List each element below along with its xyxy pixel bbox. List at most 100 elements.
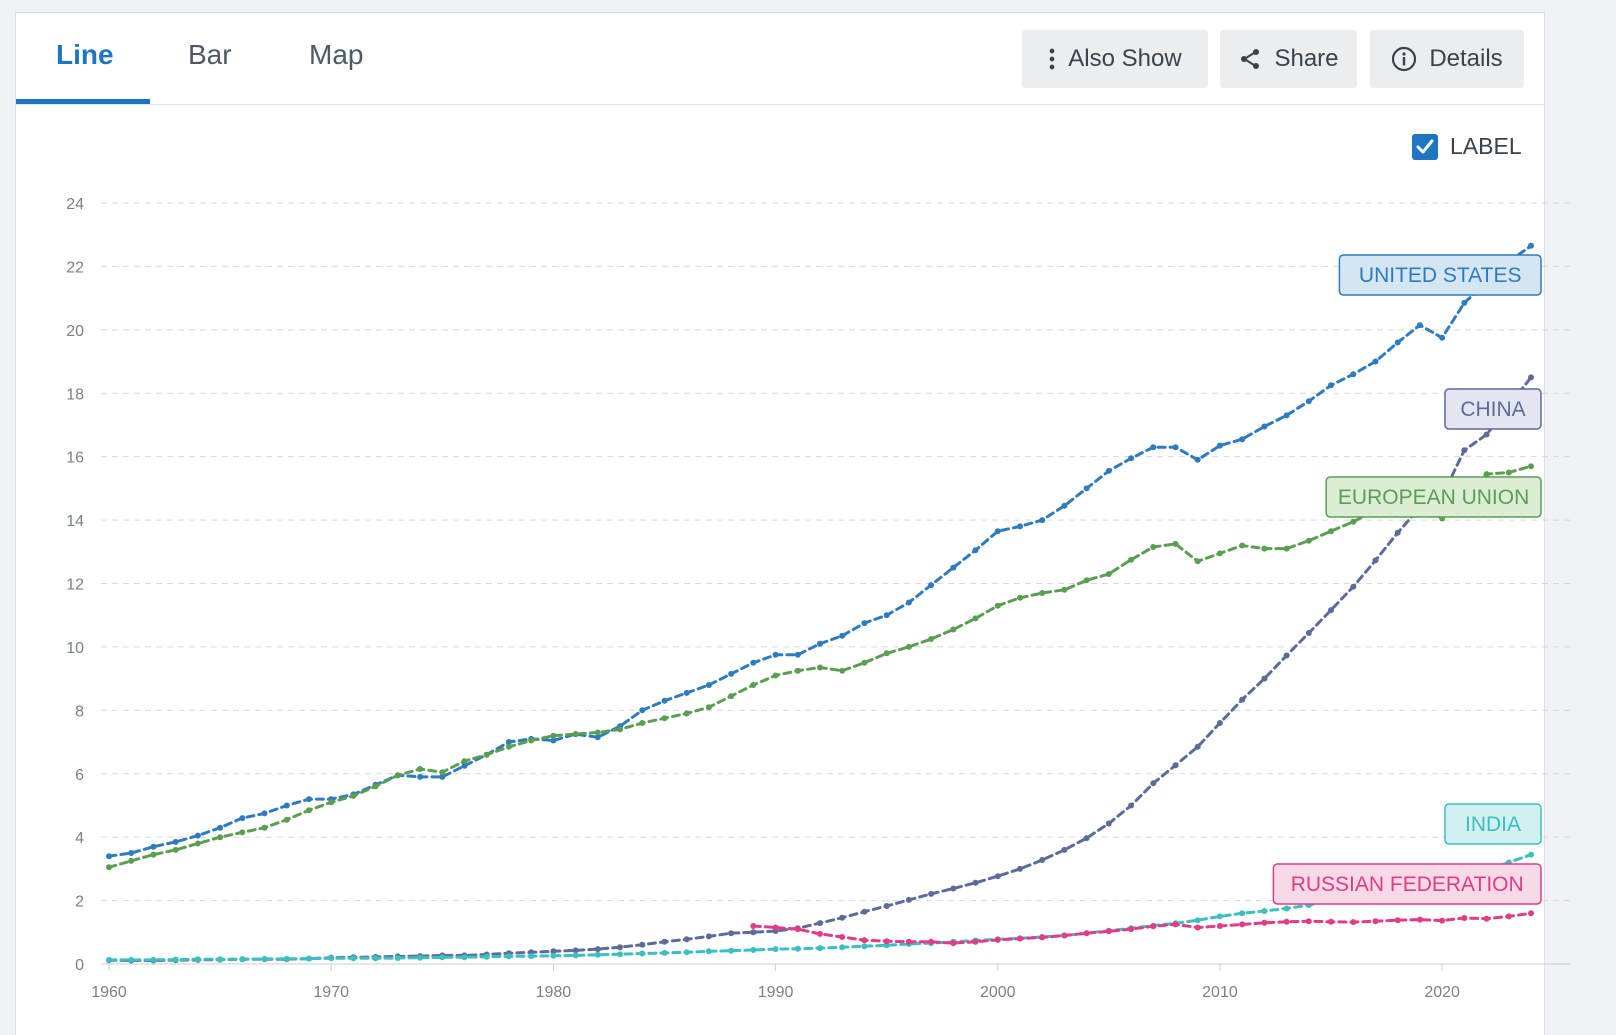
data-point — [1416, 322, 1423, 329]
data-point — [1061, 502, 1068, 509]
data-point — [1128, 926, 1135, 933]
data-point — [528, 953, 535, 960]
y-tick-label: 10 — [66, 640, 84, 657]
label-toggle-text: LABEL — [1450, 133, 1522, 159]
data-point — [1283, 918, 1290, 925]
data-point — [1150, 444, 1157, 451]
data-point — [1505, 469, 1512, 476]
data-point — [772, 946, 779, 953]
data-point — [905, 643, 912, 650]
data-point — [505, 953, 512, 960]
data-point — [750, 659, 757, 666]
data-point — [950, 564, 957, 571]
data-point — [1039, 934, 1046, 941]
data-point — [1261, 545, 1268, 552]
data-point — [1061, 932, 1068, 939]
data-point — [350, 792, 357, 799]
data-point — [306, 796, 312, 803]
label-toggle[interactable]: LABEL — [1412, 133, 1522, 160]
series-label-china: CHINA — [1460, 398, 1525, 421]
data-point — [1328, 382, 1334, 389]
series-line-united-states — [107, 244, 1533, 858]
share-label: Share — [1274, 45, 1339, 72]
data-point — [1128, 455, 1135, 462]
data-point — [705, 933, 712, 940]
data-point — [861, 659, 868, 666]
data-point — [1283, 545, 1290, 552]
data-point — [772, 924, 779, 931]
data-point — [239, 956, 246, 963]
data-point — [1505, 913, 1512, 920]
data-point — [1128, 556, 1135, 563]
data-point — [639, 950, 646, 957]
data-point — [883, 942, 890, 949]
data-point — [1283, 905, 1290, 912]
data-point — [617, 951, 623, 958]
data-point — [1194, 558, 1201, 565]
data-point — [972, 938, 979, 945]
chart-panel: Line Bar Map Also Show Share Details LAB… — [15, 12, 1545, 1035]
data-point — [1350, 371, 1357, 378]
data-point — [594, 729, 601, 736]
data-point — [1394, 917, 1401, 924]
y-tick-label: 4 — [75, 830, 84, 847]
also-show-button[interactable]: Also Show — [1022, 30, 1208, 88]
series-label-box-european-union — [1325, 476, 1542, 518]
data-point — [394, 772, 401, 779]
data-point — [817, 664, 823, 671]
data-point — [1261, 908, 1268, 914]
tab-line[interactable]: Line — [56, 39, 114, 70]
data-point — [261, 810, 268, 817]
data-point — [1194, 743, 1201, 750]
share-button[interactable]: Share — [1220, 30, 1357, 88]
data-point — [172, 838, 179, 845]
data-point — [505, 739, 512, 745]
x-tick-label: 1960 — [91, 984, 127, 1001]
data-point — [394, 955, 401, 961]
data-point — [150, 956, 157, 963]
label-checkbox[interactable] — [1412, 133, 1438, 160]
data-point — [817, 930, 823, 937]
data-point — [461, 762, 468, 769]
data-point — [1216, 913, 1223, 920]
data-point — [283, 816, 290, 823]
y-tick-label: 16 — [66, 450, 84, 467]
data-point — [239, 829, 246, 836]
data-point — [839, 632, 846, 639]
data-point — [1439, 334, 1446, 341]
data-point — [1150, 780, 1157, 787]
data-point — [1439, 917, 1446, 924]
active-tab-indicator — [16, 99, 150, 104]
series-label-box-china — [1444, 388, 1542, 430]
data-point — [1083, 485, 1090, 492]
data-point — [128, 857, 135, 864]
data-point — [483, 953, 490, 960]
data-point — [217, 834, 224, 841]
x-tick-label: 1990 — [758, 984, 794, 1001]
data-point — [861, 937, 868, 944]
data-point — [1105, 928, 1112, 935]
data-point — [1017, 523, 1023, 530]
data-point — [172, 846, 179, 853]
data-point — [861, 908, 868, 915]
data-point — [1017, 935, 1023, 942]
data-point — [572, 947, 579, 954]
data-point — [928, 938, 935, 945]
data-point — [1083, 577, 1090, 584]
data-point — [750, 923, 757, 929]
data-point — [1394, 339, 1401, 346]
details-button[interactable]: Details — [1370, 30, 1524, 88]
tab-map[interactable]: Map — [309, 39, 364, 70]
y-tick-label: 18 — [66, 386, 84, 403]
data-point — [1216, 720, 1223, 726]
data-point — [1083, 835, 1090, 842]
data-point — [1239, 542, 1246, 549]
data-point — [594, 946, 601, 953]
data-point — [417, 954, 424, 961]
x-tick-label: 2010 — [1202, 984, 1238, 1001]
data-point — [794, 651, 801, 658]
data-point — [1172, 540, 1179, 547]
tab-bar-chart[interactable]: Bar — [188, 39, 232, 70]
data-point — [883, 612, 890, 619]
